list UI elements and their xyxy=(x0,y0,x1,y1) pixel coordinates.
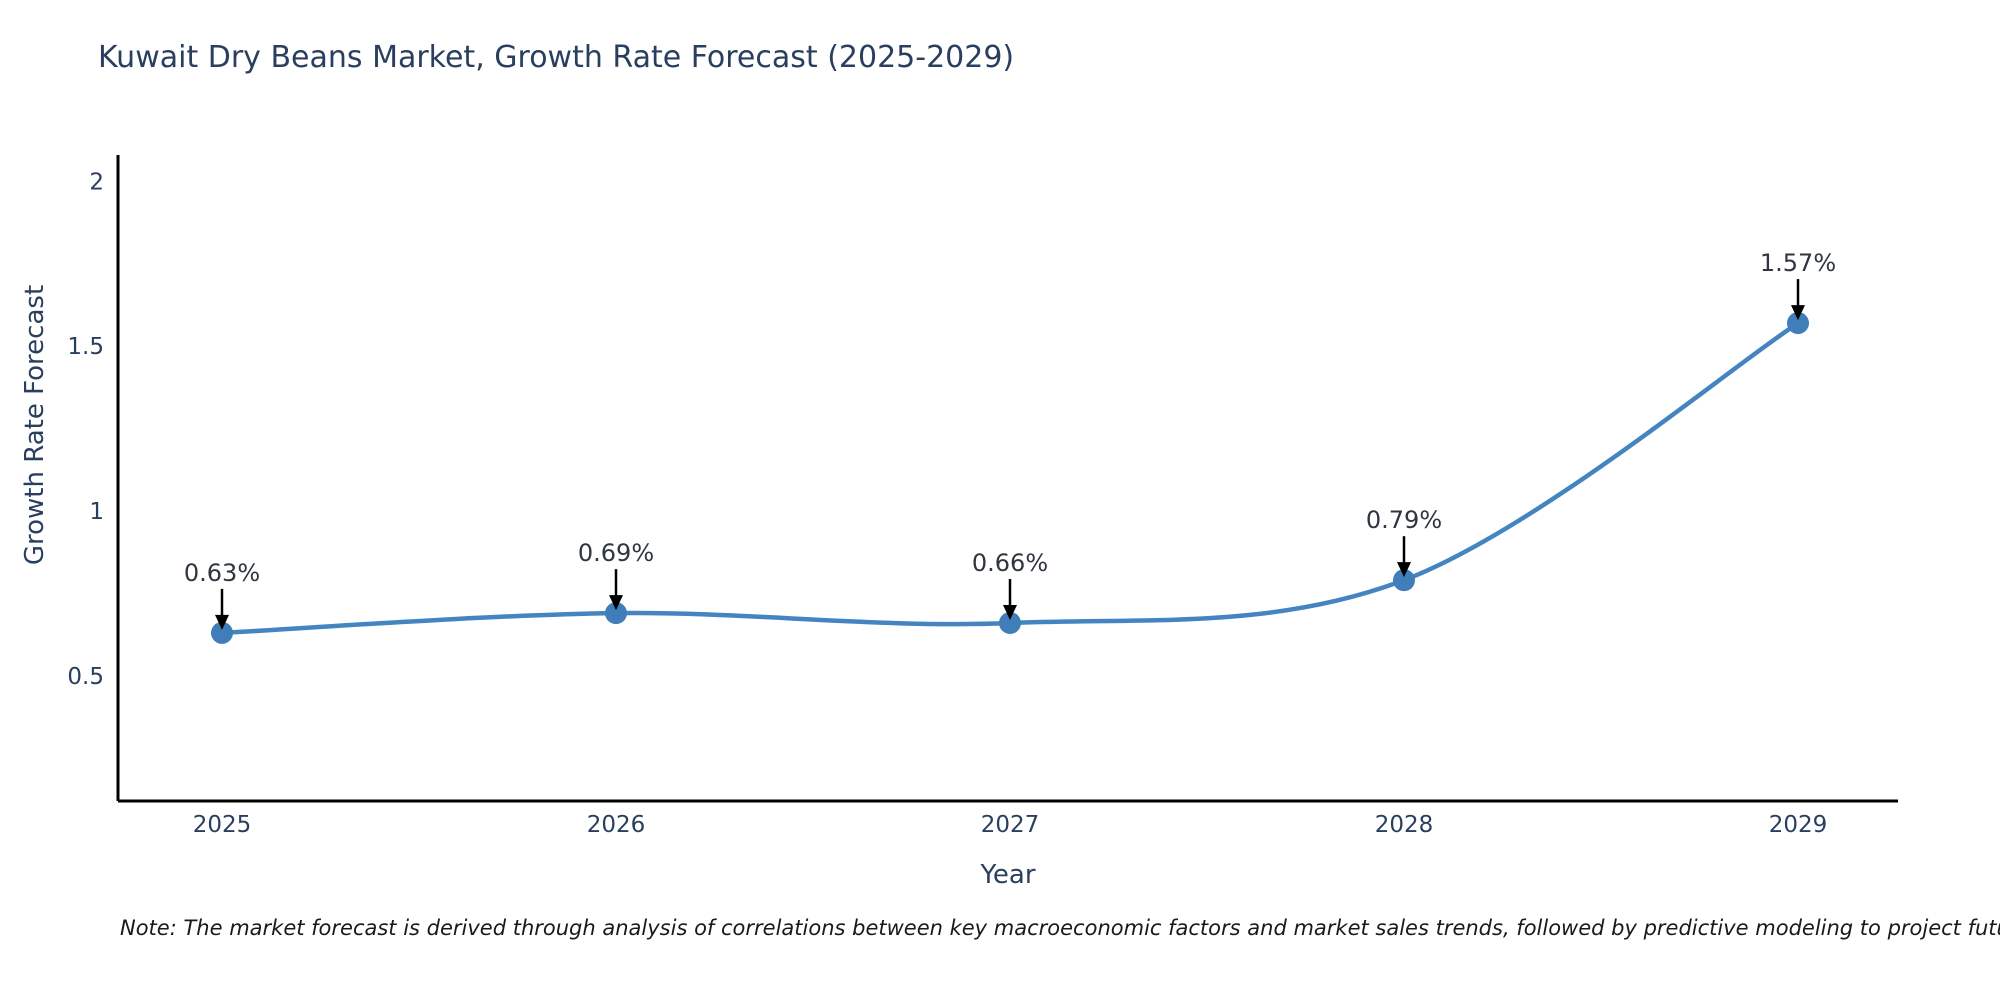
y-tick-label: 2 xyxy=(89,169,104,195)
x-tick-label: 2028 xyxy=(1375,812,1434,838)
annotation-arrowhead-icon xyxy=(215,614,229,630)
y-tick-label: 1 xyxy=(89,499,104,525)
data-point-marker xyxy=(999,612,1021,635)
point-value-label: 0.63% xyxy=(184,559,260,587)
x-tick-label: 2025 xyxy=(193,812,252,838)
data-point-marker xyxy=(605,602,627,625)
point-value-label: 1.57% xyxy=(1760,249,1836,277)
y-tick-label: 1.5 xyxy=(67,334,104,360)
x-tick-label: 2029 xyxy=(1769,812,1828,838)
data-point-marker xyxy=(1787,312,1809,335)
data-point-marker xyxy=(211,621,233,644)
x-tick-label: 2026 xyxy=(587,812,646,838)
y-tick-label: 0.5 xyxy=(67,664,104,690)
chart-title: Kuwait Dry Beans Market, Growth Rate For… xyxy=(98,40,1015,75)
annotation-arrowhead-icon xyxy=(1003,605,1017,621)
annotation-arrowhead-icon xyxy=(1791,305,1805,321)
point-value-label: 0.66% xyxy=(972,549,1048,577)
annotations: 0.63% 0.69% 0.66% 0.79% 1.57% xyxy=(184,249,1836,630)
annotation-arrowhead-icon xyxy=(1397,562,1411,578)
annotation-arrowhead-icon xyxy=(609,595,623,611)
axes: 0.5 1 1.5 2 2025 2026 2027 2028 2029 xyxy=(67,155,1898,838)
x-tick-label: 2027 xyxy=(981,812,1040,838)
x-axis-title: Year xyxy=(980,860,1036,890)
point-value-label: 0.69% xyxy=(578,539,654,567)
point-value-label: 0.79% xyxy=(1366,506,1442,534)
data-point-marker xyxy=(1393,569,1415,592)
footnote: Note: The market forecast is derived thr… xyxy=(120,916,2000,940)
line-series xyxy=(211,312,1809,644)
